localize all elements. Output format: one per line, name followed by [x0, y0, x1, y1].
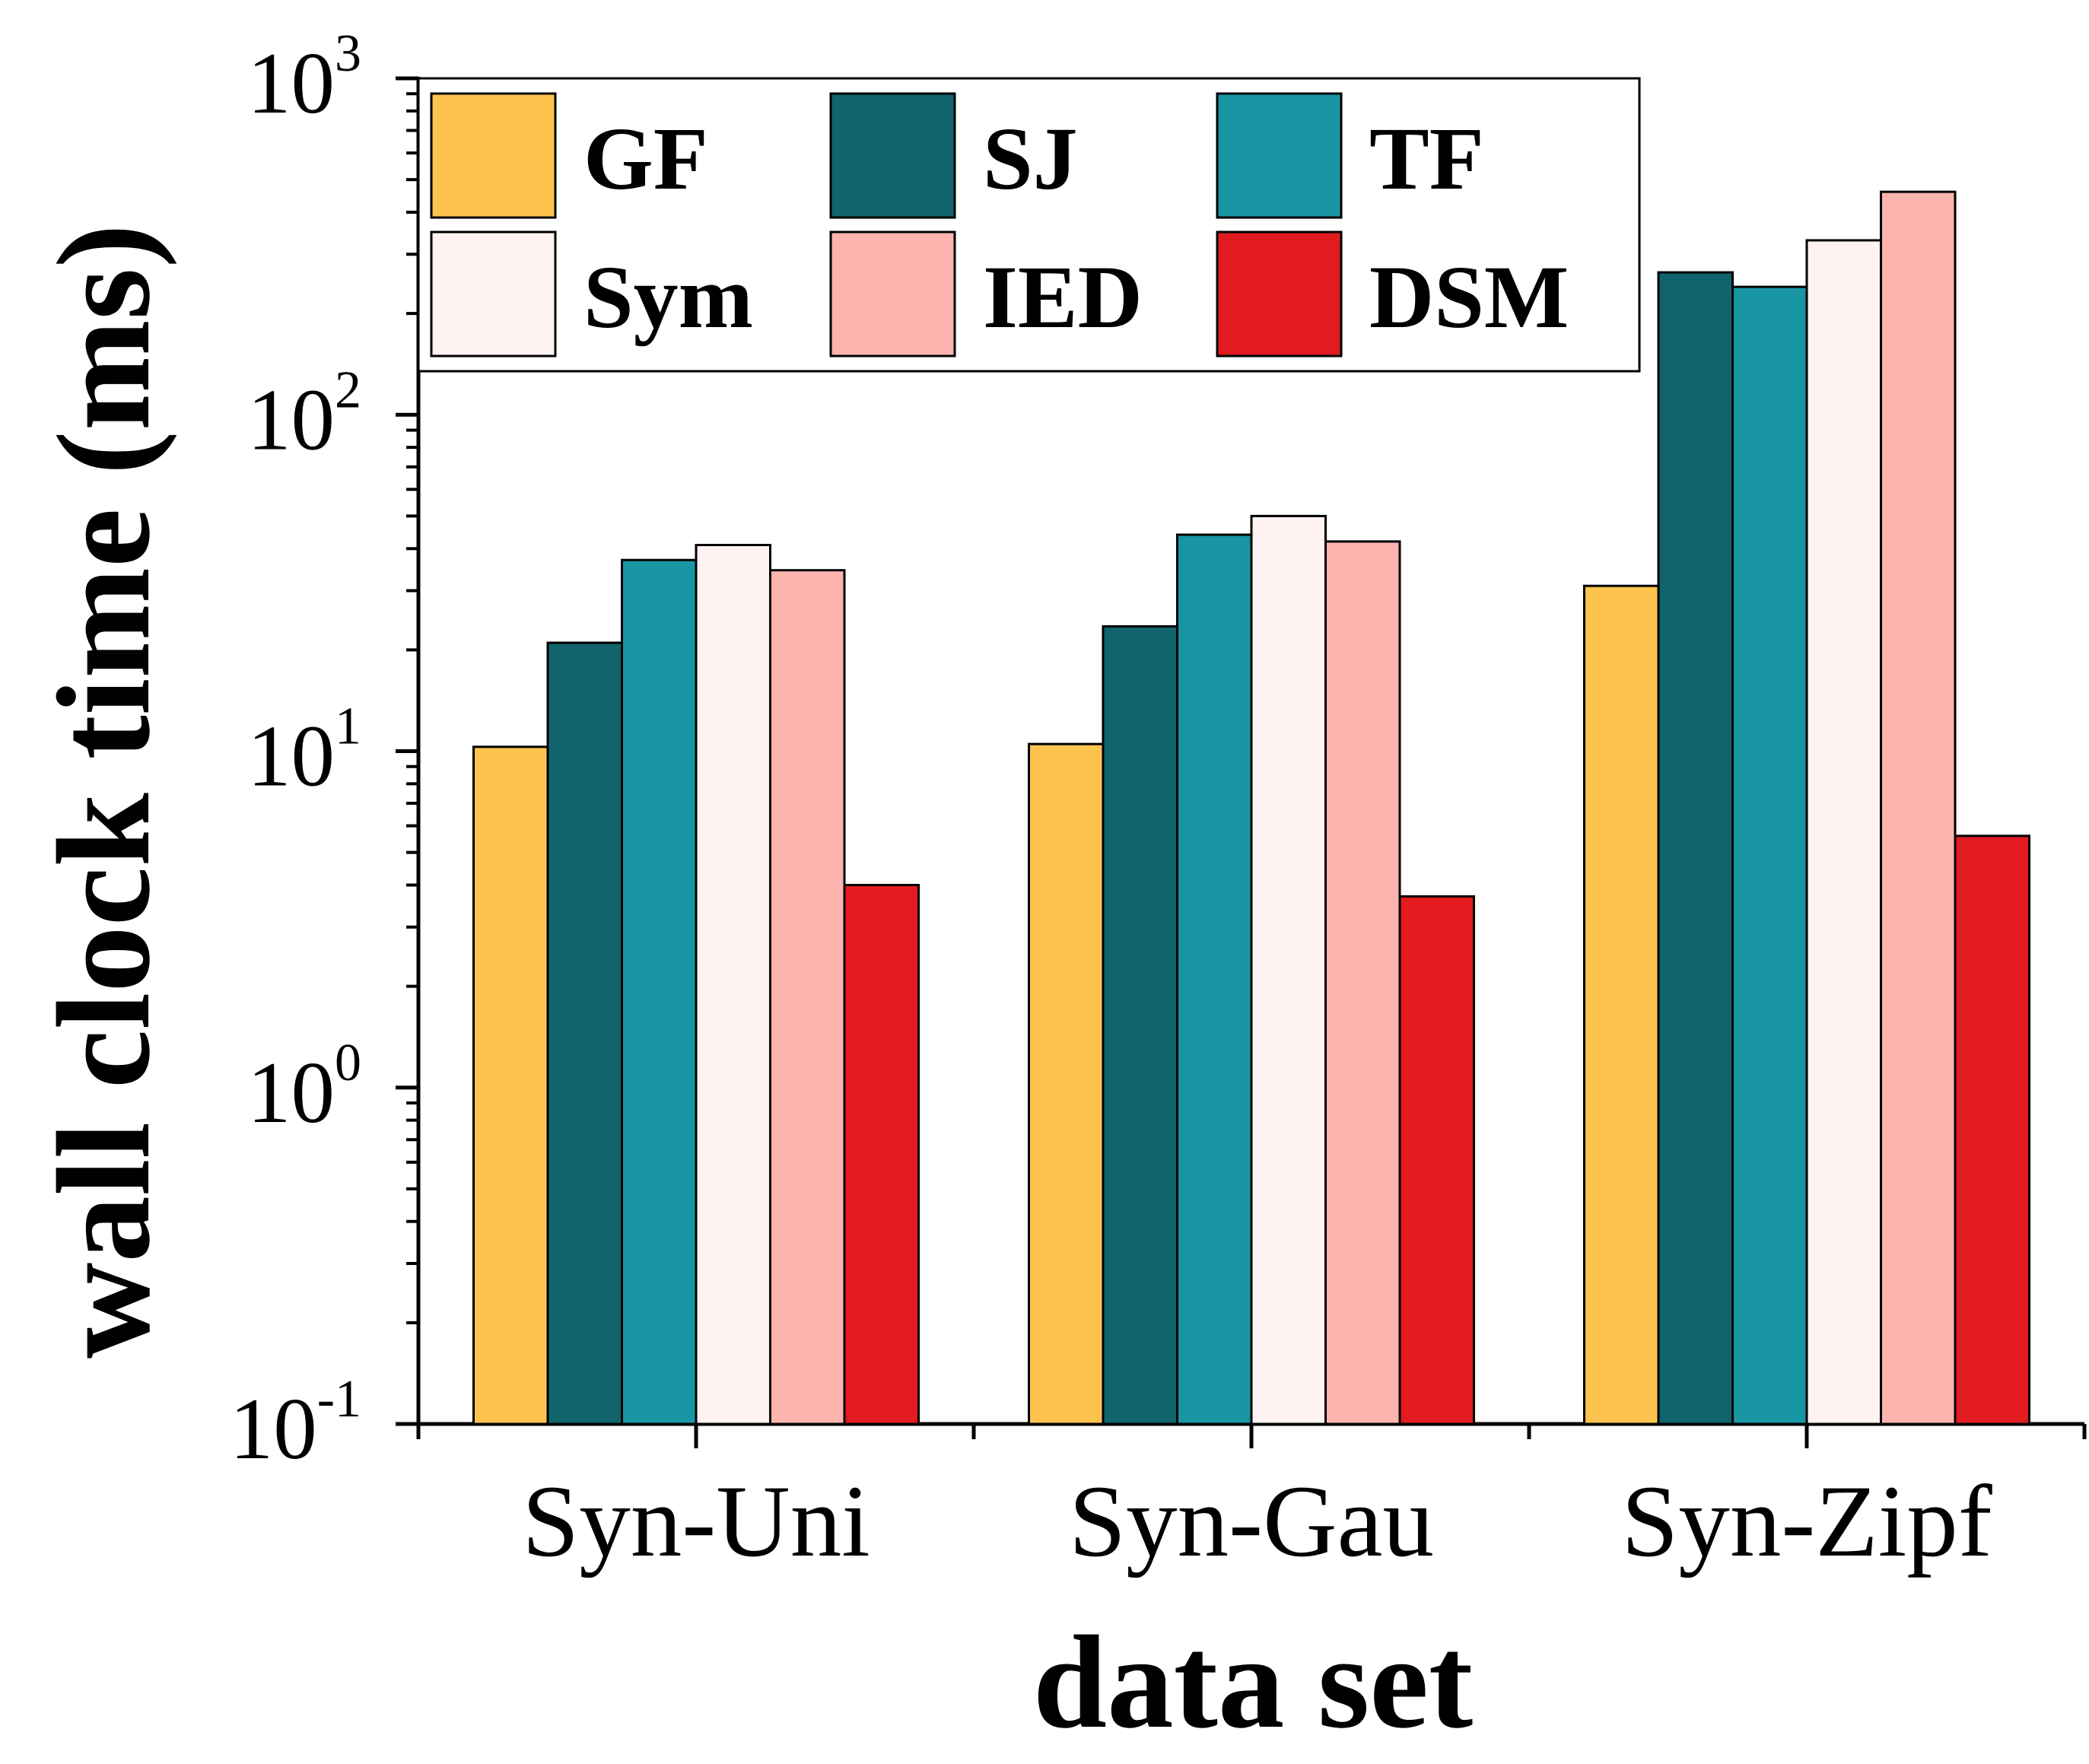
- legend-swatch-sj: [829, 92, 956, 219]
- bar-sym-syn-gau: [1250, 514, 1327, 1426]
- bar-gf-syn-gau: [1028, 742, 1105, 1426]
- legend: GF SJ TF Sym IED DSM: [417, 77, 1641, 373]
- legend-label-sj: SJ: [983, 109, 1078, 208]
- x-axis-title: data set: [1033, 1608, 1473, 1756]
- bar-tf-syn-zipf: [1731, 285, 1808, 1426]
- legend-swatch-gf: [430, 92, 557, 219]
- x-tick-label: Syn-Zipf: [1621, 1465, 1992, 1578]
- bar-sj-syn-uni: [546, 641, 623, 1426]
- bar-dsm-syn-zipf: [1954, 834, 2030, 1426]
- legend-swatch-ied: [829, 230, 956, 358]
- y-axis-title: wall clock time (ms): [30, 224, 177, 1359]
- y-tick-label: 102: [247, 361, 361, 468]
- legend-label-tf: TF: [1369, 109, 1484, 208]
- legend-label-ied: IED: [983, 247, 1143, 347]
- legend-swatch-sym: [430, 230, 557, 358]
- bar-dsm-syn-uni: [843, 883, 920, 1426]
- bar-gf-syn-uni: [472, 745, 549, 1426]
- bar-ied-syn-uni: [769, 569, 846, 1426]
- bar-tf-syn-uni: [621, 558, 698, 1426]
- x-tick-label: Syn-Gau: [1069, 1465, 1434, 1578]
- legend-label-dsm: DSM: [1369, 247, 1569, 347]
- bar-sj-syn-gau: [1102, 625, 1178, 1426]
- x-tick-label: Syn-Uni: [522, 1465, 870, 1578]
- bar-ied-syn-gau: [1324, 540, 1401, 1426]
- legend-label-gf: GF: [583, 109, 708, 208]
- bar-sym-syn-uni: [695, 543, 771, 1426]
- bar-sym-syn-zipf: [1805, 239, 1882, 1426]
- bar-sj-syn-zipf: [1657, 271, 1734, 1426]
- legend-box: [417, 77, 1641, 373]
- y-tick-label: 100: [247, 1034, 361, 1141]
- legend-label-sym: Sym: [583, 247, 753, 347]
- legend-swatch-tf: [1216, 92, 1343, 219]
- bar-gf-syn-zipf: [1583, 584, 1660, 1426]
- bar-dsm-syn-gau: [1398, 895, 1475, 1426]
- bar-ied-syn-zipf: [1880, 190, 1957, 1426]
- y-tick-label: 101: [247, 698, 361, 805]
- bars: [472, 190, 2030, 1426]
- y-tick-label: 103: [247, 24, 361, 132]
- legend-swatch-dsm: [1216, 230, 1343, 358]
- x-axis: Syn-Uni Syn-Gau Syn-Zipf: [416, 1422, 2087, 1578]
- y-axis: 10-1 100 101 102 103: [230, 24, 421, 1477]
- y-tick-label: 10-1: [230, 1370, 361, 1477]
- bar-tf-syn-gau: [1176, 533, 1253, 1426]
